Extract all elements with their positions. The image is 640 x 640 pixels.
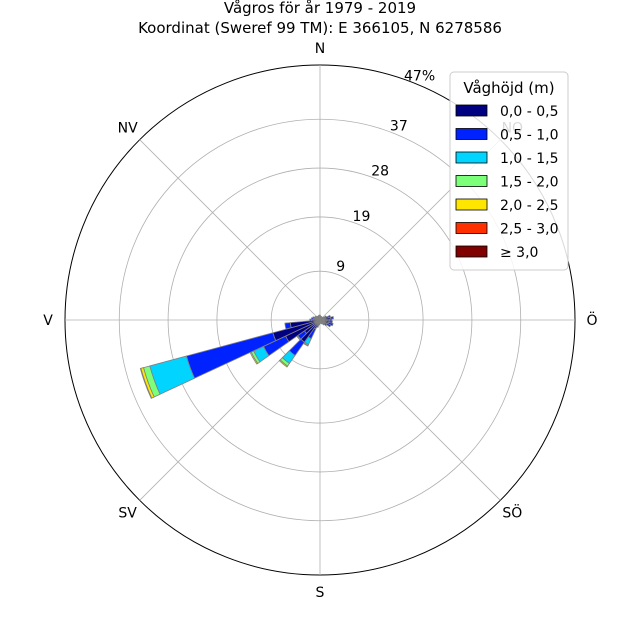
legend-frame [449, 71, 569, 271]
wave-bar-segment [329, 316, 334, 320]
direction-label: SV [118, 505, 137, 521]
wave-bar-segment [318, 314, 321, 318]
legend-label: 1,0 - 1,5 [500, 151, 558, 167]
radial-tick-labels: 9 19 28 37 47% [336, 68, 435, 274]
legend-title: Våghöjd (m) [463, 79, 554, 97]
grid-spoke [139, 139, 321, 321]
legend-swatch [455, 175, 488, 187]
legend-label: 0,5 - 1,0 [500, 128, 558, 144]
wave-bar-segment [312, 316, 316, 320]
legend-label: ≥ 3,0 [500, 245, 538, 261]
legend-swatch [455, 198, 488, 211]
legend-swatch [455, 104, 488, 117]
chart-title: Vågros för år 1979 - 2019 [224, 0, 416, 17]
wave-bar-segment [325, 322, 332, 328]
legend-label: 0,0 - 0,5 [500, 104, 558, 120]
chart-subtitle: Koordinat (Sweref 99 TM): E 366105, N 62… [138, 19, 502, 37]
wave-bar-segment [139, 367, 153, 399]
radial-tick-label: 9 [336, 259, 345, 275]
direction-label: N [315, 41, 325, 57]
wave-bars [139, 314, 334, 399]
radial-tick-label: 37 [390, 119, 408, 135]
legend-swatch [455, 222, 488, 234]
legend-swatch [455, 245, 488, 258]
direction-label: Ö [586, 311, 597, 329]
wave-bar-segment [284, 322, 292, 330]
wave-bar-segment [323, 322, 328, 327]
legend-swatch [455, 151, 488, 164]
wave-bar-segment [327, 321, 334, 327]
legend: Våghöjd (m) 0,0 - 0,5 0,5 - 1,0 1,0 - 1,5 1… [449, 71, 569, 271]
direction-label: SÖ [502, 503, 522, 521]
legend-label: 2,0 - 2,5 [500, 198, 558, 214]
polar-grid [64, 64, 576, 576]
legend-label: 2,5 - 3,0 [500, 222, 558, 238]
legend-items: 0,0 - 0,5 0,5 - 1,0 1,0 - 1,5 1,5 - 2,0 2,0 … [455, 104, 558, 261]
direction-label: NV [118, 121, 138, 137]
direction-label: S [316, 585, 325, 601]
legend-label: 1,5 - 2,0 [500, 175, 558, 191]
wave-bar-segment [278, 359, 289, 368]
grid-spoke [319, 319, 501, 501]
radial-tick-label: 28 [371, 164, 389, 180]
legend-swatch [455, 128, 488, 140]
radial-tick-label: 47% [404, 68, 435, 84]
direction-label: V [43, 313, 53, 329]
radial-tick-label: 19 [353, 209, 371, 225]
